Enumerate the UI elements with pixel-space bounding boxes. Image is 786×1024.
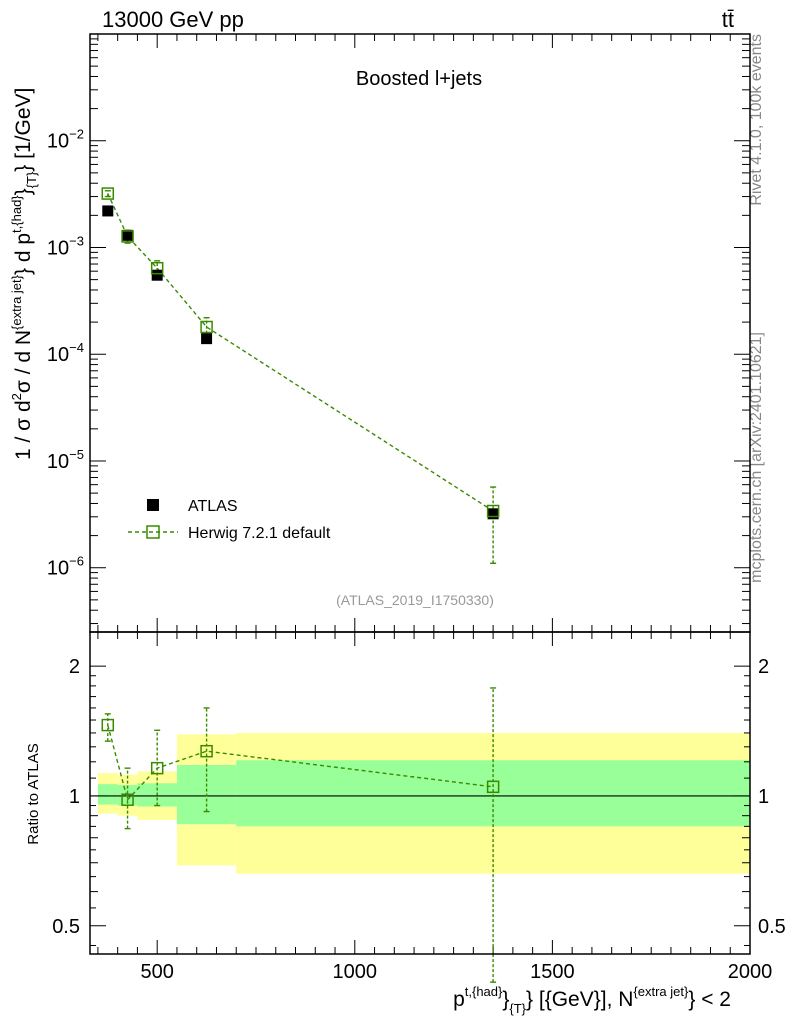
ratio-y-tick-label-right: 1 — [758, 786, 769, 808]
legend-herwig-label: Herwig 7.2.1 default — [188, 525, 331, 542]
side-label-mcplots: mcplots.cern.ch [arXiv:2401.10621] — [748, 332, 765, 583]
main-y-tick-label: 10−6 — [47, 554, 84, 580]
xlabel-part-1: p — [453, 988, 465, 1011]
xlabel-part-3: } — [502, 988, 509, 1011]
main-y-tick-label-base: 10 — [47, 558, 69, 580]
herwig-data-point — [121, 230, 134, 243]
main-y-axis-label: 1 / σ d2σ / d N{extra jet}} d pt,{had}}{… — [9, 88, 39, 460]
herwig-data-point — [200, 320, 213, 334]
main-y-tick-label: 10−2 — [47, 127, 84, 153]
ratio-panel: 0.5 0.5 1 1 2 2 500 1000 1500 2000 Ratio to ATLAS… — [25, 631, 786, 1016]
ylabel-part-2: 2 — [9, 393, 24, 400]
main-y-tick-label: 10−5 — [47, 447, 84, 473]
ratio-data-point — [101, 718, 115, 732]
ratio-band-green — [97, 784, 118, 805]
herwig-line — [107, 193, 494, 512]
main-title: Boosted l+jets — [356, 68, 482, 90]
ylabel-part-4: {extra jet} — [9, 274, 24, 330]
main-y-tick-label: 10−3 — [47, 233, 84, 259]
herwig-data-point — [486, 504, 500, 518]
legend: ATLAS Herwig 7.2.1 default — [128, 498, 331, 542]
ratio-data-point — [486, 780, 500, 794]
main-y-tick-label-base: 10 — [47, 237, 69, 259]
ylabel-part-9: } [1/GeV] — [12, 88, 35, 172]
ylabel-part-7: } — [12, 188, 35, 195]
atlas-data-point — [201, 333, 213, 345]
ratio-frame — [89, 631, 751, 955]
ratio-data-point — [150, 761, 164, 775]
main-frame — [89, 33, 751, 633]
main-y-tick-label-base: 10 — [47, 131, 69, 153]
main-y-tick-label-exp: −4 — [69, 340, 84, 355]
main-y-tick-label: 10−4 — [47, 340, 84, 366]
ratio-y-axis-label: Ratio to ATLAS — [25, 743, 42, 844]
ratio-x-tick-label: 500 — [140, 961, 173, 983]
main-y-tick-label-exp: −5 — [69, 447, 84, 462]
xlabel-part-2: t,{had} — [465, 984, 503, 999]
ratio-y-tick-label-right: 2 — [758, 656, 769, 678]
ratio-y-tick-label-left: 1 — [69, 786, 80, 808]
ratio-y-tick-label-right: 0.5 — [758, 916, 786, 938]
ratio-y-tick-label-left: 0.5 — [52, 916, 80, 938]
xlabel-part-5: } [{GeV}], N — [526, 988, 633, 1011]
ylabel-part-8: {T} — [24, 171, 39, 188]
ratio-data-point — [121, 793, 134, 806]
process-label: tt̄ — [722, 7, 734, 32]
ratio-x-tick-label: 1000 — [333, 961, 378, 983]
xlabel-part-4: {T} — [509, 1001, 526, 1016]
ratio-x-tick-label: 1500 — [530, 961, 575, 983]
atlas-data-point — [487, 508, 499, 520]
main-y-tick-label-exp: −6 — [69, 554, 84, 569]
atlas-data-point — [151, 269, 163, 281]
ylabel-part-6: t,{had} — [9, 195, 24, 233]
main-y-tick-label-base: 10 — [47, 451, 69, 473]
ratio-data-point — [200, 744, 213, 758]
xlabel-part-7: } < 2 — [688, 988, 731, 1011]
ylabel-part-1: 1 / σ d — [12, 400, 35, 460]
xlabel-part-6: {extra jet} — [633, 984, 689, 999]
main-y-tick-label-exp: −3 — [69, 233, 84, 248]
atlas-data-point — [102, 205, 114, 217]
ratio-x-tick-label: 2000 — [728, 961, 773, 983]
ylabel-part-3: σ / d N — [12, 330, 35, 393]
legend-atlas-marker — [147, 499, 159, 511]
herwig-data-point — [150, 261, 164, 275]
ylabel-part-5: } d p — [12, 233, 35, 275]
ratio-y-tick-label-left: 2 — [69, 656, 80, 678]
main-y-tick-label-exp: −2 — [69, 127, 84, 142]
atlas-data-point — [122, 229, 134, 241]
herwig-data-point — [101, 187, 115, 200]
legend-atlas-label: ATLAS — [188, 498, 238, 515]
main-y-tick-label-base: 10 — [47, 344, 69, 366]
analysis-id: (ATLAS_2019_I1750330) — [336, 592, 494, 608]
side-label-rivet: Rivet 4.1.0, 100k events — [748, 34, 765, 206]
x-axis-label: pt,{had}}{T}} [{GeV}], N{extra jet}} < 2 — [453, 984, 731, 1016]
energy-label: 13000 GeV pp — [102, 7, 244, 32]
legend-herwig-marker — [146, 525, 160, 539]
